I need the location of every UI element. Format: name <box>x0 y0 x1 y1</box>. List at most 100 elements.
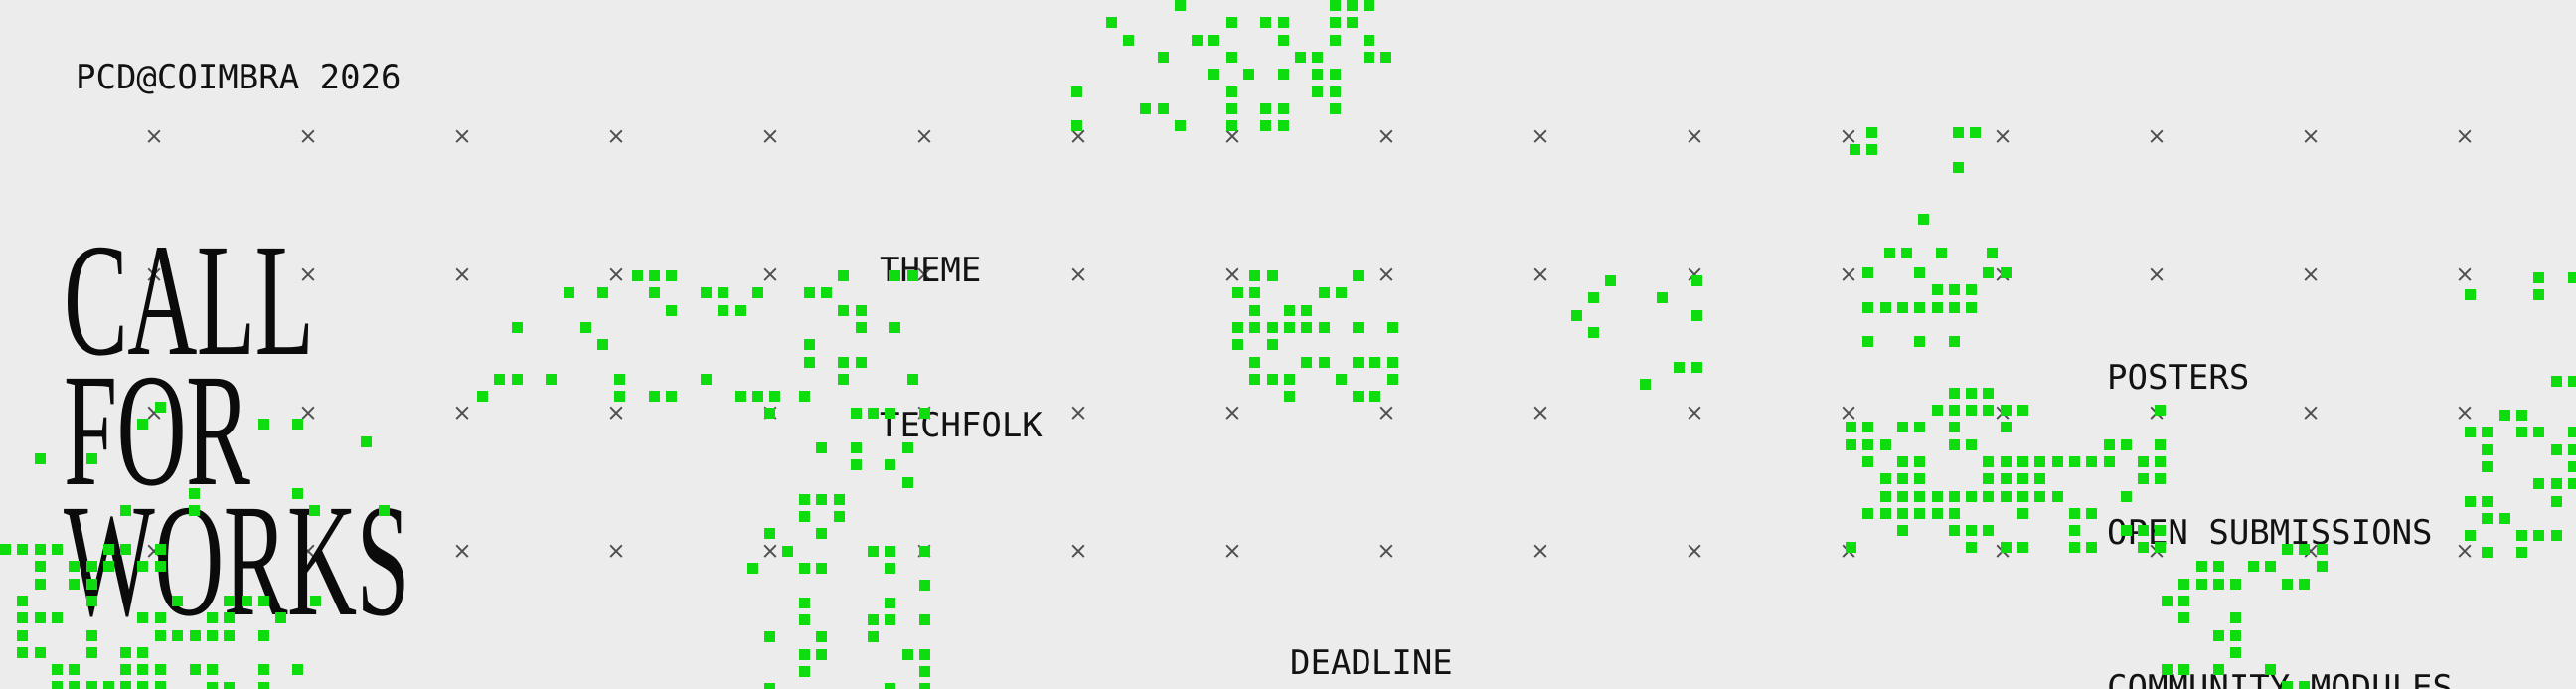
pixel-square <box>701 287 712 298</box>
pixel-square <box>1226 103 1237 114</box>
pixel-square <box>120 681 131 689</box>
deadline-block: DEADLINE 10TH JANUARY 2026 <box>1290 534 1636 689</box>
theme-label: THEME <box>880 251 982 290</box>
cross-marker-icon: × <box>1376 123 1396 150</box>
pixel-square <box>1380 52 1391 63</box>
pixel-square <box>919 408 930 419</box>
pixel-square <box>1949 491 1960 502</box>
pixel-square <box>821 287 832 298</box>
pixel-square <box>1330 0 1341 11</box>
pixel-square <box>1330 103 1341 114</box>
cross-marker-icon: × <box>144 123 164 150</box>
pixel-square <box>666 270 677 281</box>
pixel-square <box>2001 473 2012 484</box>
pixel-square <box>207 682 218 689</box>
pixel-square <box>919 666 930 677</box>
pixel-square <box>35 612 46 623</box>
pixel-square <box>1249 357 1260 368</box>
pixel-square <box>309 505 320 516</box>
pixel-square <box>2299 579 2310 590</box>
cross-marker-icon: × <box>1993 123 2012 150</box>
pixel-square <box>1106 17 1117 28</box>
pixel-square <box>2196 579 2207 590</box>
pixel-square <box>1208 35 1219 46</box>
pixel-square <box>2465 496 2476 507</box>
pixel-square <box>1932 302 1943 313</box>
pixel-square <box>856 322 867 333</box>
pixel-square <box>902 442 913 453</box>
cross-marker-icon: × <box>452 400 472 427</box>
pixel-square <box>2017 491 2028 502</box>
deadline-label: DEADLINE <box>1290 643 1453 683</box>
pixel-square <box>1071 120 1082 131</box>
pixel-square <box>804 339 815 350</box>
pixel-square <box>1880 508 1891 519</box>
pixel-square <box>2001 267 2012 278</box>
pixel-square <box>2516 410 2527 421</box>
pixel-square <box>816 528 827 539</box>
pixel-square <box>1983 388 1994 399</box>
pixel-square <box>86 647 97 658</box>
cross-marker-icon: × <box>144 261 164 288</box>
pixel-square <box>851 459 862 470</box>
pixel-square <box>919 683 930 689</box>
pixel-square <box>1983 456 1994 467</box>
pixel-square <box>207 630 218 641</box>
cross-marker-icon: × <box>2455 400 2475 427</box>
pixel-square <box>17 544 28 555</box>
pixel-square <box>649 270 660 281</box>
pixel-square <box>1936 248 1947 258</box>
pixel-square <box>1364 35 1374 46</box>
pixel-square <box>907 270 918 281</box>
pixel-square <box>2516 427 2527 437</box>
pixel-square <box>838 305 849 316</box>
cross-marker-icon: × <box>452 538 472 565</box>
pixel-square <box>1278 103 1289 114</box>
pixel-square <box>155 681 166 689</box>
pixel-square <box>1140 103 1151 114</box>
pixel-square <box>1319 357 1330 368</box>
pixel-square <box>1966 405 1977 416</box>
pixel-square <box>2086 542 2097 553</box>
cross-marker-icon: × <box>1685 538 1704 565</box>
pixel-square <box>258 630 269 641</box>
pixel-square <box>885 408 895 419</box>
pixel-square <box>1301 357 1312 368</box>
pixel-square <box>2465 427 2476 437</box>
pixel-square <box>1387 357 1398 368</box>
cross-marker-icon: × <box>1530 123 1550 150</box>
pixel-square <box>1674 362 1685 373</box>
pixel-square <box>2551 376 2562 387</box>
pixel-square <box>2265 561 2276 572</box>
pixel-square <box>2017 473 2028 484</box>
cross-marker-icon: × <box>1685 400 1704 427</box>
pixel-square <box>856 357 867 368</box>
pixel-square <box>2001 405 2012 416</box>
pixel-square <box>1330 17 1341 28</box>
pixel-square <box>1260 17 1271 28</box>
pixel-square <box>1284 322 1295 333</box>
pixel-square <box>1312 69 1323 80</box>
pixel-square <box>2551 444 2562 455</box>
pixel-square <box>597 287 608 298</box>
cross-marker-icon: × <box>1068 538 1088 565</box>
track-item-open-submissions: OPEN SUBMISSIONS <box>2107 513 2433 553</box>
pixel-square <box>1880 491 1891 502</box>
title-line-3: WORKS <box>64 472 410 650</box>
pixel-square <box>2265 664 2276 675</box>
pixel-square <box>851 408 862 419</box>
pixel-square <box>2213 579 2224 590</box>
pixel-square <box>1347 0 1358 11</box>
pixel-square <box>103 681 114 689</box>
pixel-square <box>2230 612 2241 623</box>
pixel-square <box>1862 439 1873 450</box>
pixel-square <box>1949 388 1960 399</box>
pixel-square <box>2482 461 2493 472</box>
pixel-square <box>752 287 763 298</box>
pixel-square <box>1966 388 1977 399</box>
pixel-square <box>69 561 80 572</box>
pixel-square <box>2317 544 2328 555</box>
pixel-square <box>137 681 148 689</box>
pixel-square <box>1330 86 1341 97</box>
pixel-square <box>2162 664 2173 675</box>
